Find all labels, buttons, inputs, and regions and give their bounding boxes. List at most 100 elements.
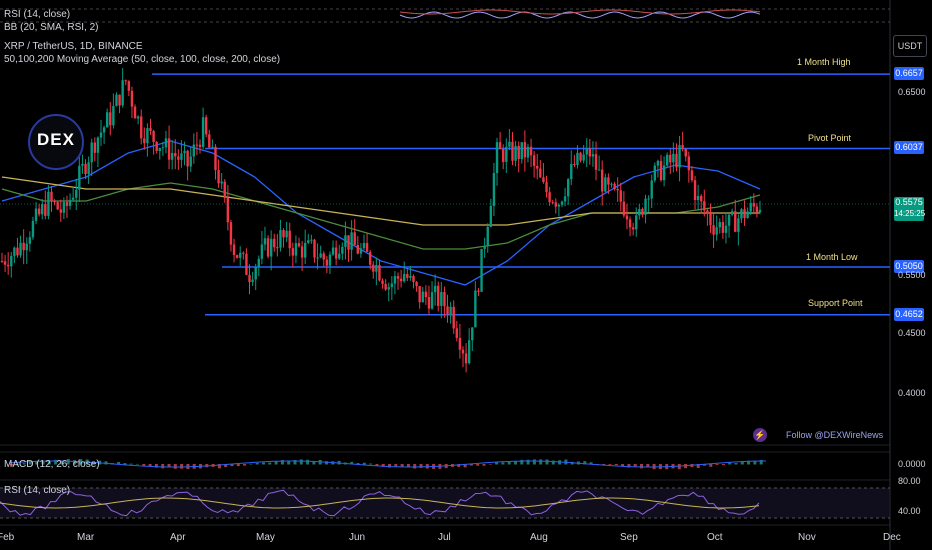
candle-body [19, 242, 22, 256]
macd-bar [243, 464, 247, 466]
candle-body [508, 141, 511, 147]
macd-bar [73, 460, 76, 465]
candle-body [316, 257, 319, 259]
candle-body [520, 142, 523, 160]
candle-body [319, 253, 322, 258]
symbol-title[interactable]: XRP / TetherUS, 1D, BINANCE [4, 41, 143, 52]
macd-bar [514, 461, 517, 465]
macd-bar [495, 462, 499, 465]
candle-body [276, 247, 279, 249]
macd-bar [312, 460, 316, 465]
candle-body [406, 273, 409, 278]
macd-bar [123, 463, 127, 465]
macd-bar [482, 464, 486, 466]
macd-bar [249, 463, 253, 465]
candle-body [136, 116, 140, 119]
candle-body [511, 141, 514, 161]
candle-body [712, 225, 715, 235]
candle-body [22, 242, 25, 251]
candle-body [304, 242, 307, 258]
candle-body [631, 227, 635, 230]
candle-body [616, 189, 619, 191]
candle-body [257, 258, 260, 268]
macd-bar [306, 459, 310, 465]
candle-body [164, 138, 168, 148]
macd-bar [60, 460, 64, 465]
macd-bar [28, 461, 32, 465]
macd-bar [400, 464, 404, 467]
candle-body [424, 291, 428, 298]
candle-body [718, 222, 721, 228]
candle-body [13, 247, 16, 256]
candle-body [186, 150, 189, 167]
candle-body [177, 156, 180, 160]
candle-body [582, 154, 585, 161]
candle-body [359, 248, 363, 254]
candle-body [226, 197, 230, 223]
candle-body [214, 146, 217, 171]
candle-body [251, 279, 254, 282]
dex-logo-text: DEX [37, 130, 75, 149]
candle-body [684, 148, 687, 157]
candle-body [53, 200, 56, 203]
candle-body [443, 292, 446, 307]
rsi-label[interactable]: RSI (14, close) [4, 485, 71, 496]
candle-body [109, 112, 112, 126]
candle-body [102, 127, 106, 133]
candle-body [477, 290, 480, 292]
rsi-axis-tick: 80.00 [898, 476, 921, 486]
macd-bar [104, 461, 108, 465]
price-tag-timer: 14:25:25 [894, 209, 926, 218]
ma-legend[interactable]: 50,100,200 Moving Average (50, close, 10… [4, 54, 281, 65]
candle-body [387, 287, 390, 290]
candle-body [140, 116, 143, 139]
macd-bar [117, 462, 121, 465]
candle-body [486, 226, 489, 246]
candle-body [130, 90, 134, 107]
candle-body [656, 160, 660, 166]
macd-bar [759, 459, 763, 465]
macd-bar [274, 461, 278, 465]
candle-body [734, 211, 737, 232]
level-label-high: 1 Month High [797, 57, 851, 67]
macd-bar [734, 463, 738, 465]
candle-body [409, 275, 412, 278]
candle-body [514, 145, 517, 161]
macd-bar [217, 464, 221, 469]
macd-bar [589, 462, 593, 465]
level-label-support: Support Point [808, 298, 863, 308]
candle-body [239, 252, 242, 258]
candle-body [588, 148, 592, 157]
candle-body [545, 182, 548, 193]
candle-body [269, 238, 273, 257]
macd-bar [740, 461, 744, 465]
macd-bar [280, 460, 284, 465]
candle-body [440, 292, 443, 306]
currency-button[interactable]: USDT [893, 35, 927, 57]
candle-body [597, 169, 601, 171]
x-tick: Nov [798, 532, 816, 543]
macd-bar [236, 464, 240, 467]
candle-body [365, 243, 369, 252]
candle-body [235, 254, 239, 258]
candle-body [563, 196, 567, 202]
y-tick: 0.4500 [898, 328, 926, 338]
candle-body [653, 165, 657, 181]
candle-body [384, 283, 387, 290]
candle-body [341, 246, 344, 254]
candle-body [16, 247, 19, 256]
candle-body [81, 163, 84, 166]
macd-bar [627, 464, 631, 468]
candle-body [644, 198, 647, 215]
candle-body [585, 148, 588, 155]
y-tick: 0.5500 [898, 270, 926, 280]
follow-text: Follow @DEXWireNews [786, 430, 884, 440]
candle-body [399, 278, 403, 282]
macd-bar [180, 464, 184, 469]
candle-body [68, 199, 72, 206]
candle-body [334, 247, 338, 259]
macd-bar [129, 463, 133, 465]
candle-body [6, 264, 10, 267]
macd-label[interactable]: MACD (12, 26, close) [4, 459, 100, 470]
